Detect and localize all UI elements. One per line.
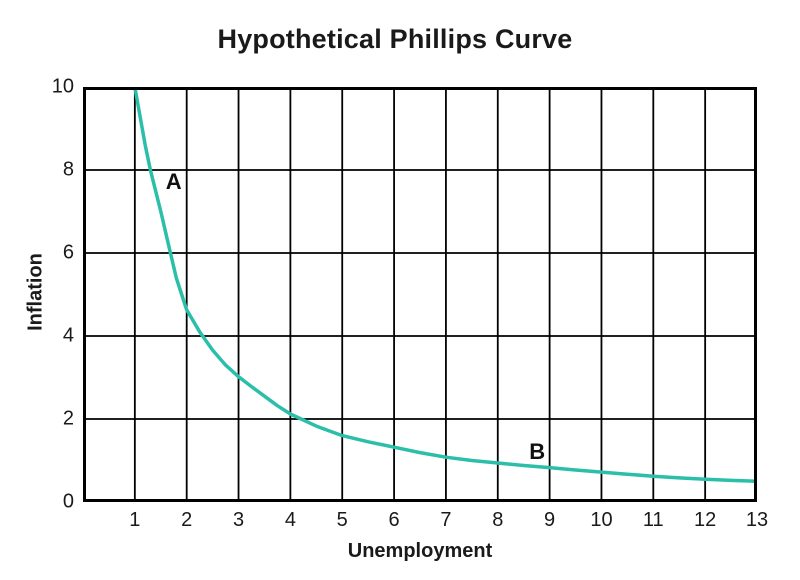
x-tick-label: 1 (129, 509, 141, 531)
x-tick-label: 9 (544, 509, 556, 531)
x-tick-label: 12 (694, 509, 717, 531)
x-tick-label: 13 (745, 509, 769, 531)
x-tick-label: 6 (388, 509, 400, 531)
x-tick-label: 2 (181, 509, 193, 531)
plot-area (83, 87, 757, 502)
gridlines (83, 87, 757, 502)
phillips-curve-line (133, 87, 757, 484)
x-tick-label: 3 (232, 509, 245, 531)
x-tick-label: 11 (642, 509, 664, 531)
x-tick-label: 10 (590, 509, 613, 531)
y-tick-label: 2 (62, 407, 74, 430)
x-tick-label: 7 (440, 509, 452, 531)
chart-title: Hypothetical Phillips Curve (217, 24, 573, 54)
point-label-a: A (165, 169, 182, 195)
y-tick-label: 0 (62, 490, 74, 513)
y-tick-label: 8 (62, 158, 74, 181)
y-tick-label: 6 (62, 241, 74, 264)
x-tick-label: 4 (284, 509, 296, 531)
x-tick-label: 5 (336, 509, 348, 531)
y-tick-label: 4 (62, 324, 74, 347)
point-label-b: B (529, 439, 546, 465)
plot-frame (83, 87, 757, 502)
x-tick-label: 8 (492, 509, 504, 531)
y-axis-title: Inflation (24, 253, 47, 331)
x-axis-title: Unemployment (347, 540, 493, 562)
y-tick-label: 10 (51, 75, 74, 98)
